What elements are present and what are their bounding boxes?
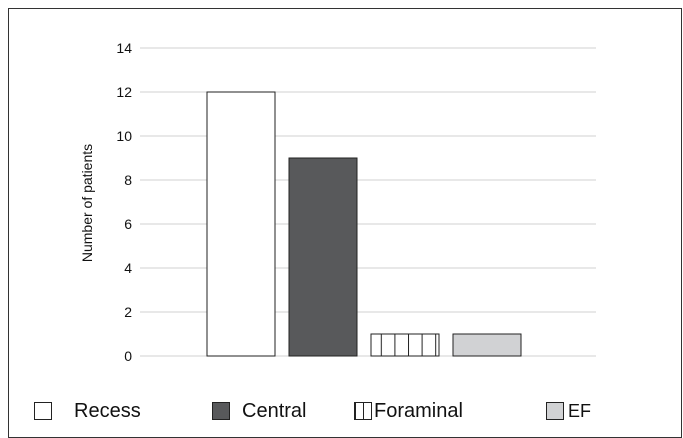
legend-swatch-recess — [34, 402, 52, 420]
y-tick-label-8: 8 — [124, 172, 132, 188]
y-tick-label-6: 6 — [124, 216, 132, 232]
y-tick-label-0: 0 — [124, 348, 132, 364]
bar-foraminal — [370, 333, 440, 357]
y-axis-label: Number of patients — [79, 144, 95, 262]
legend-label-foraminal: Foraminal — [374, 399, 463, 422]
legend-item-central: Central — [212, 394, 306, 428]
y-tick-label-10: 10 — [116, 128, 132, 144]
legend-swatch-central — [212, 402, 230, 420]
y-tick-label-12: 12 — [116, 84, 132, 100]
y-tick-label-2: 2 — [124, 304, 132, 320]
legend-swatch-ef — [546, 402, 564, 420]
bar-recess — [206, 91, 276, 357]
y-tick-label-4: 4 — [124, 260, 132, 276]
legend: Recess Central Foraminal EF — [8, 394, 682, 428]
legend-item-foraminal: Foraminal — [354, 394, 463, 428]
legend-swatch-foraminal — [354, 402, 372, 420]
y-tick-label-14: 14 — [116, 40, 132, 56]
legend-label-recess: Recess — [74, 399, 141, 422]
bar-ef — [452, 333, 522, 357]
legend-item-ef: EF — [546, 394, 591, 428]
bars — [206, 91, 522, 357]
legend-item-recess: Recess — [34, 394, 141, 428]
y-tick-labels: 0 2 4 6 8 10 12 14 — [116, 40, 132, 364]
legend-label-central: Central — [242, 399, 307, 422]
bar-central — [288, 157, 358, 357]
legend-label-ef: EF — [568, 400, 592, 421]
